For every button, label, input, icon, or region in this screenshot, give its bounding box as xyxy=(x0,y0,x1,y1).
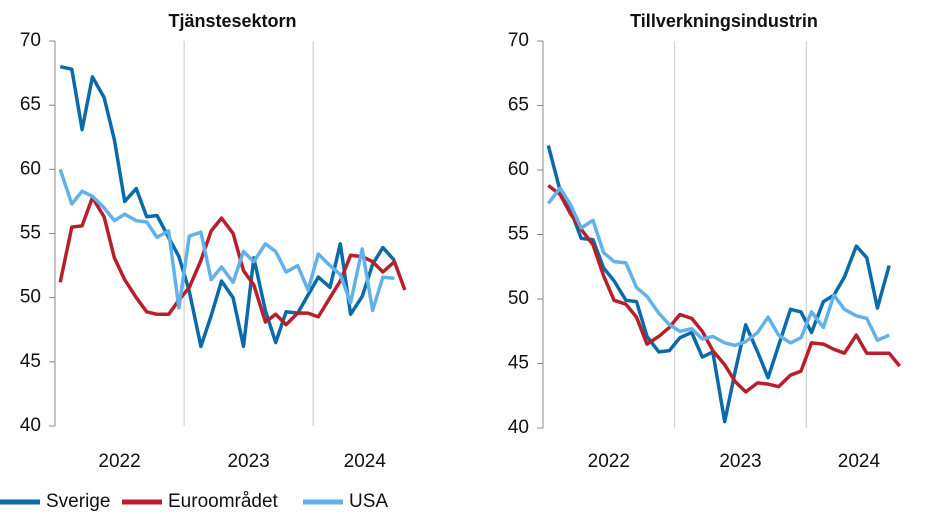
legend-label: Sverige xyxy=(46,491,110,512)
y-tick-label: 60 xyxy=(508,159,529,180)
x-tick-label: 2022 xyxy=(98,451,140,472)
series-line xyxy=(546,145,891,424)
x-tick-label: 2022 xyxy=(588,451,630,472)
x-tick-label: 2023 xyxy=(227,451,269,472)
y-tick-label: 45 xyxy=(20,351,41,372)
x-tick-label: 2024 xyxy=(344,451,387,472)
y-tick-label: 45 xyxy=(508,353,529,374)
series-line xyxy=(59,64,396,349)
y-tick-label: 40 xyxy=(20,415,41,436)
series-line xyxy=(546,186,890,348)
y-tick-label: 50 xyxy=(20,287,41,308)
y-tick-label: 70 xyxy=(508,30,529,51)
y-tick-label: 65 xyxy=(20,94,41,115)
y-tick-label: 60 xyxy=(20,158,41,179)
x-tick-label: 2024 xyxy=(838,451,881,472)
panel-title: Tillverkningsindustrin xyxy=(630,11,818,31)
series-line xyxy=(58,195,407,327)
series-line xyxy=(58,168,395,313)
legend-label: Euroområdet xyxy=(168,491,279,512)
legend-label: USA xyxy=(349,491,388,512)
y-tick-label: 55 xyxy=(508,224,529,245)
panel-title: Tjänstesektorn xyxy=(168,11,296,31)
y-tick-label: 70 xyxy=(20,30,41,51)
series-line xyxy=(547,184,902,394)
y-tick-label: 40 xyxy=(508,417,529,438)
x-tick-label: 2023 xyxy=(719,451,761,472)
y-tick-label: 50 xyxy=(508,288,529,309)
y-tick-label: 55 xyxy=(20,223,41,244)
y-tick-label: 65 xyxy=(508,95,529,116)
